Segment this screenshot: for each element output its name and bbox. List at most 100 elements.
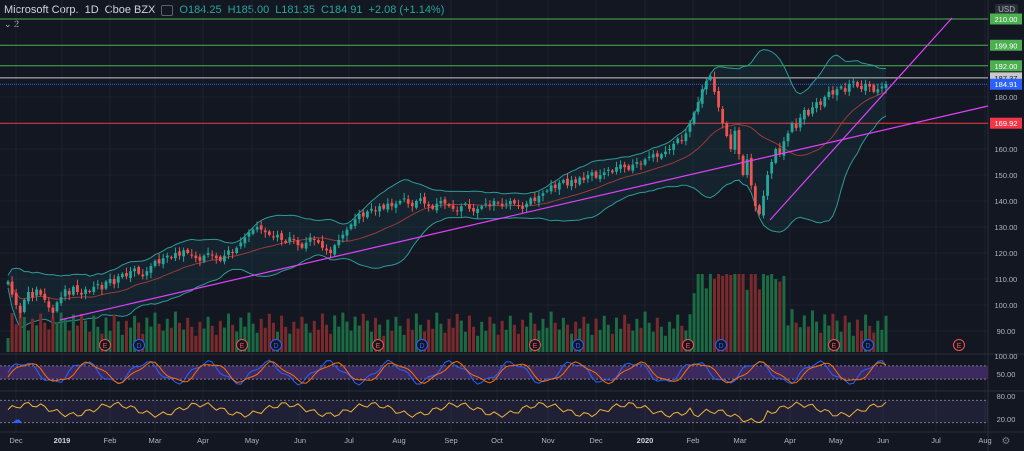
candle-body — [174, 253, 177, 259]
dividend-icon — [572, 339, 584, 351]
currency-label[interactable]: USD — [995, 4, 1018, 15]
close-value: C184.91 — [320, 4, 363, 16]
high-value: H185.00 — [227, 4, 270, 16]
volume-bar — [639, 327, 643, 352]
volume-bar — [492, 323, 496, 352]
candle-body — [304, 242, 308, 249]
candle-body — [284, 240, 288, 243]
volume-bar — [876, 320, 880, 352]
volume-bar — [320, 313, 324, 352]
volume-bar — [782, 276, 786, 352]
candle-body — [688, 123, 692, 132]
candle-body — [345, 229, 349, 236]
candle-body — [684, 133, 688, 142]
candle-body — [214, 255, 218, 259]
price-label: 184.91 — [995, 80, 1018, 89]
volume-bar — [235, 331, 239, 352]
candle-body — [329, 249, 333, 253]
candle-body — [500, 203, 504, 207]
volume-bar — [606, 324, 610, 352]
symbol-name[interactable]: Microsoft Corp. — [4, 4, 79, 16]
candle-body — [766, 175, 769, 196]
volume-bar — [823, 314, 827, 352]
volume-bar — [88, 331, 92, 352]
volume-bar — [851, 335, 855, 352]
candle-body — [835, 89, 839, 96]
volume-bar — [864, 314, 868, 352]
volume-bar — [500, 320, 504, 352]
volume-bar — [271, 322, 275, 352]
candle-body — [112, 279, 116, 285]
candle-body — [549, 185, 553, 192]
candle-body — [272, 236, 275, 238]
candle-body — [394, 203, 398, 208]
candle-body — [223, 255, 226, 262]
volume-bar — [827, 325, 831, 352]
volume-bar — [247, 312, 251, 352]
event-marker: E — [682, 339, 694, 351]
candle-body — [802, 110, 806, 120]
volume-bar — [586, 323, 590, 352]
volume-bar — [704, 288, 708, 352]
candle-body — [316, 240, 320, 243]
candle-body — [161, 258, 165, 265]
volume-bar — [239, 317, 243, 352]
event-label: D — [273, 343, 278, 350]
volume-bar — [80, 313, 84, 352]
candle-body — [186, 249, 190, 253]
volume-bar — [353, 316, 357, 352]
candle-body — [63, 289, 67, 297]
volume-bar — [210, 325, 214, 352]
indicator-count[interactable]: ⌄ 2 — [4, 19, 20, 29]
volume-bar — [516, 333, 520, 352]
candle-body — [10, 281, 14, 295]
volume-bar — [651, 331, 655, 352]
candle-body — [737, 130, 741, 155]
volume-bar — [145, 317, 149, 352]
volume-bar — [553, 322, 557, 352]
short-trendline — [769, 17, 953, 221]
event-label: E — [376, 343, 381, 350]
candle-body — [770, 162, 774, 174]
event-label: D — [865, 343, 870, 350]
time-axis[interactable]: Dec 2019 Feb Mar Apr May Jun Jul Aug Sep Oct Nov Dec… — [9, 436, 991, 445]
interval-label[interactable]: 1D — [84, 4, 99, 16]
event-marker: E — [99, 339, 111, 351]
volume-bar — [590, 334, 594, 352]
volume-bar — [508, 315, 512, 352]
event-label: D — [136, 343, 141, 350]
volume-bar — [749, 274, 753, 352]
candle-body — [778, 148, 782, 155]
volume-bar — [18, 312, 22, 352]
candle-body — [206, 253, 210, 255]
candle-body — [594, 171, 598, 178]
volume-bar — [406, 318, 410, 352]
candle-body — [198, 256, 202, 261]
candle-body — [361, 212, 365, 217]
candle-body — [758, 205, 761, 214]
candle-body — [794, 123, 798, 129]
volume-bar — [251, 323, 255, 352]
volume-bar — [766, 275, 770, 352]
settings-box-icon[interactable] — [161, 4, 174, 16]
volume-bar — [688, 314, 692, 352]
volume-bar — [843, 315, 847, 352]
earnings-icon — [682, 339, 694, 351]
candle-body — [860, 85, 863, 90]
candle-body — [459, 206, 463, 212]
price-label-bg — [990, 39, 1022, 51]
candle-body — [582, 177, 586, 181]
candle-body — [819, 101, 823, 105]
candle-body — [574, 179, 578, 183]
candle-body — [533, 197, 537, 201]
candle-body — [431, 205, 435, 209]
volume-bar — [365, 320, 369, 352]
change-value: +2.08 (+1.14%) — [368, 4, 445, 16]
osc-axis-label: 20.00 — [997, 415, 1016, 424]
candle-body — [104, 281, 108, 289]
volume-bar — [598, 329, 602, 352]
volume-bar — [284, 326, 288, 352]
candle-body — [570, 180, 573, 187]
